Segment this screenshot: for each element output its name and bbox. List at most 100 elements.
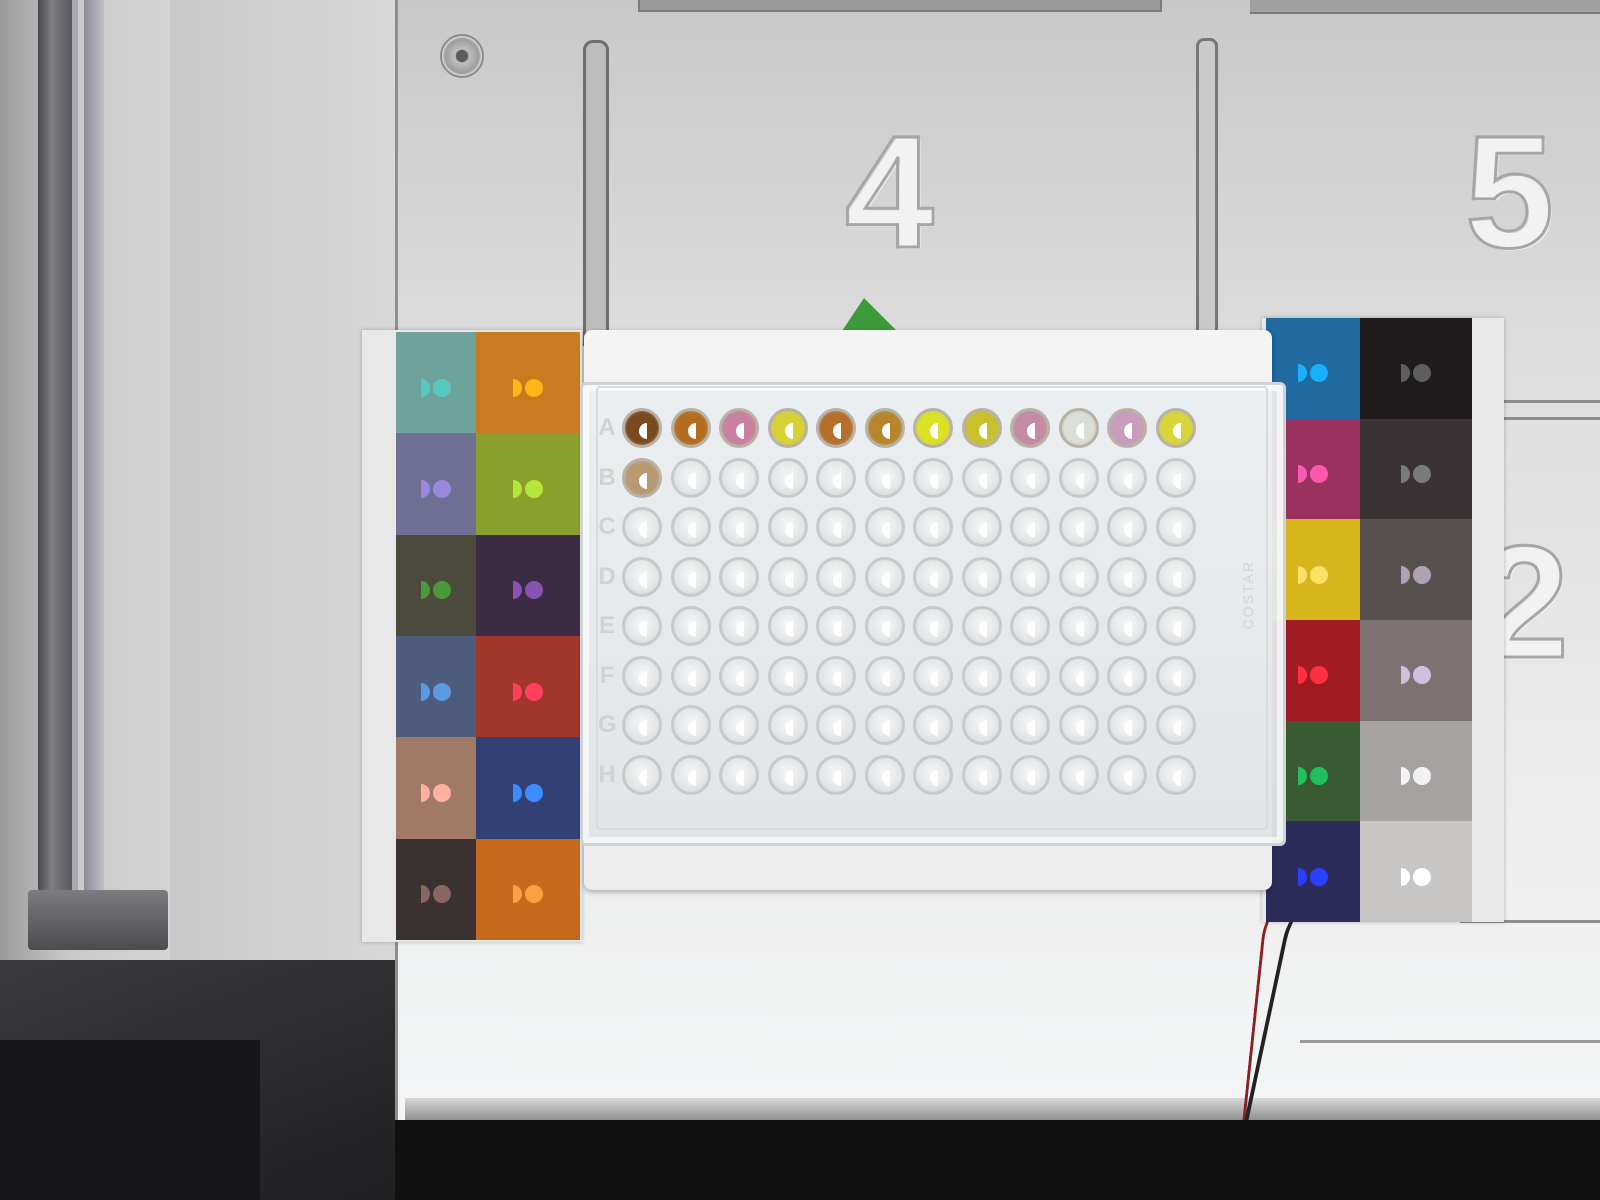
well-b9[interactable] <box>1010 457 1050 498</box>
well-b2[interactable] <box>670 457 711 498</box>
well-e2[interactable] <box>670 606 711 646</box>
well-d4[interactable] <box>767 556 808 597</box>
well-d9[interactable] <box>1010 556 1050 597</box>
well-a8[interactable] <box>961 408 1002 448</box>
well-d7[interactable] <box>913 556 953 597</box>
well-a9[interactable] <box>1010 408 1050 448</box>
well-h3[interactable] <box>719 754 759 795</box>
well-b7[interactable] <box>913 457 953 498</box>
well-b6[interactable] <box>864 457 905 498</box>
well-a7[interactable] <box>913 408 953 448</box>
well-h1[interactable] <box>622 754 662 795</box>
well-a1[interactable] <box>622 408 662 448</box>
left-card-patch <box>396 838 476 940</box>
well-h10[interactable] <box>1058 754 1099 795</box>
well-h9[interactable] <box>1010 754 1050 795</box>
well-f3[interactable] <box>719 655 759 696</box>
well-f11[interactable] <box>1107 655 1147 696</box>
left-card-patch <box>396 332 476 434</box>
well-c2[interactable] <box>670 507 711 547</box>
well-e7[interactable] <box>913 606 953 646</box>
well-g8[interactable] <box>961 705 1002 745</box>
well-d10[interactable] <box>1058 556 1099 597</box>
well-g5[interactable] <box>816 705 856 745</box>
well-e1[interactable] <box>622 606 662 646</box>
well-d8[interactable] <box>961 556 1002 597</box>
well-f2[interactable] <box>670 655 711 696</box>
well-b1[interactable] <box>622 457 662 498</box>
well-f7[interactable] <box>913 655 953 696</box>
well-b11[interactable] <box>1107 457 1147 498</box>
well-d11[interactable] <box>1107 556 1147 597</box>
well-f4[interactable] <box>767 655 808 696</box>
well-a2[interactable] <box>670 408 711 448</box>
well-e12[interactable] <box>1155 606 1196 646</box>
well-e4[interactable] <box>767 606 808 646</box>
well-c4[interactable] <box>767 507 808 547</box>
well-f1[interactable] <box>622 655 662 696</box>
well-glint <box>881 571 890 588</box>
well-e9[interactable] <box>1010 606 1050 646</box>
well-f9[interactable] <box>1010 655 1050 696</box>
well-b10[interactable] <box>1058 457 1099 498</box>
well-f12[interactable] <box>1155 655 1196 696</box>
well-a5[interactable] <box>816 408 856 448</box>
well-g4[interactable] <box>767 705 808 745</box>
well-h12[interactable] <box>1155 754 1196 795</box>
well-a4[interactable] <box>767 408 808 448</box>
well-e3[interactable] <box>719 606 759 646</box>
well-f5[interactable] <box>816 655 856 696</box>
well-a11[interactable] <box>1107 408 1147 448</box>
well-b8[interactable] <box>961 457 1002 498</box>
well-c6[interactable] <box>864 507 905 547</box>
well-f6[interactable] <box>864 655 905 696</box>
well-d1[interactable] <box>622 556 662 597</box>
well-f10[interactable] <box>1058 655 1099 696</box>
well-d2[interactable] <box>670 556 711 597</box>
well-c7[interactable] <box>913 507 953 547</box>
well-c8[interactable] <box>961 507 1002 547</box>
well-h5[interactable] <box>816 754 856 795</box>
well-d3[interactable] <box>719 556 759 597</box>
well-a6[interactable] <box>864 408 905 448</box>
well-b5[interactable] <box>816 457 856 498</box>
well-h2[interactable] <box>670 754 711 795</box>
well-e5[interactable] <box>816 606 856 646</box>
well-a12[interactable] <box>1155 408 1196 448</box>
well-d6[interactable] <box>864 556 905 597</box>
well-a3[interactable] <box>719 408 759 448</box>
well-g2[interactable] <box>670 705 711 745</box>
well-b12[interactable] <box>1155 457 1196 498</box>
well-g7[interactable] <box>913 705 953 745</box>
well-e11[interactable] <box>1107 606 1147 646</box>
well-c11[interactable] <box>1107 507 1147 547</box>
well-d5[interactable] <box>816 556 856 597</box>
well-b3[interactable] <box>719 457 759 498</box>
well-glint <box>930 423 938 439</box>
well-g9[interactable] <box>1010 705 1050 745</box>
well-g11[interactable] <box>1107 705 1147 745</box>
well-d12[interactable] <box>1155 556 1196 597</box>
well-g1[interactable] <box>622 705 662 745</box>
well-c9[interactable] <box>1010 507 1050 547</box>
well-h8[interactable] <box>961 754 1002 795</box>
well-c3[interactable] <box>719 507 759 547</box>
well-h7[interactable] <box>913 754 953 795</box>
well-g3[interactable] <box>719 705 759 745</box>
well-e8[interactable] <box>961 606 1002 646</box>
well-c5[interactable] <box>816 507 856 547</box>
well-e10[interactable] <box>1058 606 1099 646</box>
well-c1[interactable] <box>622 507 662 547</box>
well-g10[interactable] <box>1058 705 1099 745</box>
well-h6[interactable] <box>864 754 905 795</box>
well-e6[interactable] <box>864 606 905 646</box>
well-f8[interactable] <box>961 655 1002 696</box>
well-g6[interactable] <box>864 705 905 745</box>
well-b4[interactable] <box>767 457 808 498</box>
well-c10[interactable] <box>1058 507 1099 547</box>
well-h11[interactable] <box>1107 754 1147 795</box>
well-a10[interactable] <box>1058 408 1099 448</box>
well-h4[interactable] <box>767 754 808 795</box>
well-c12[interactable] <box>1155 507 1196 547</box>
well-g12[interactable] <box>1155 705 1196 745</box>
